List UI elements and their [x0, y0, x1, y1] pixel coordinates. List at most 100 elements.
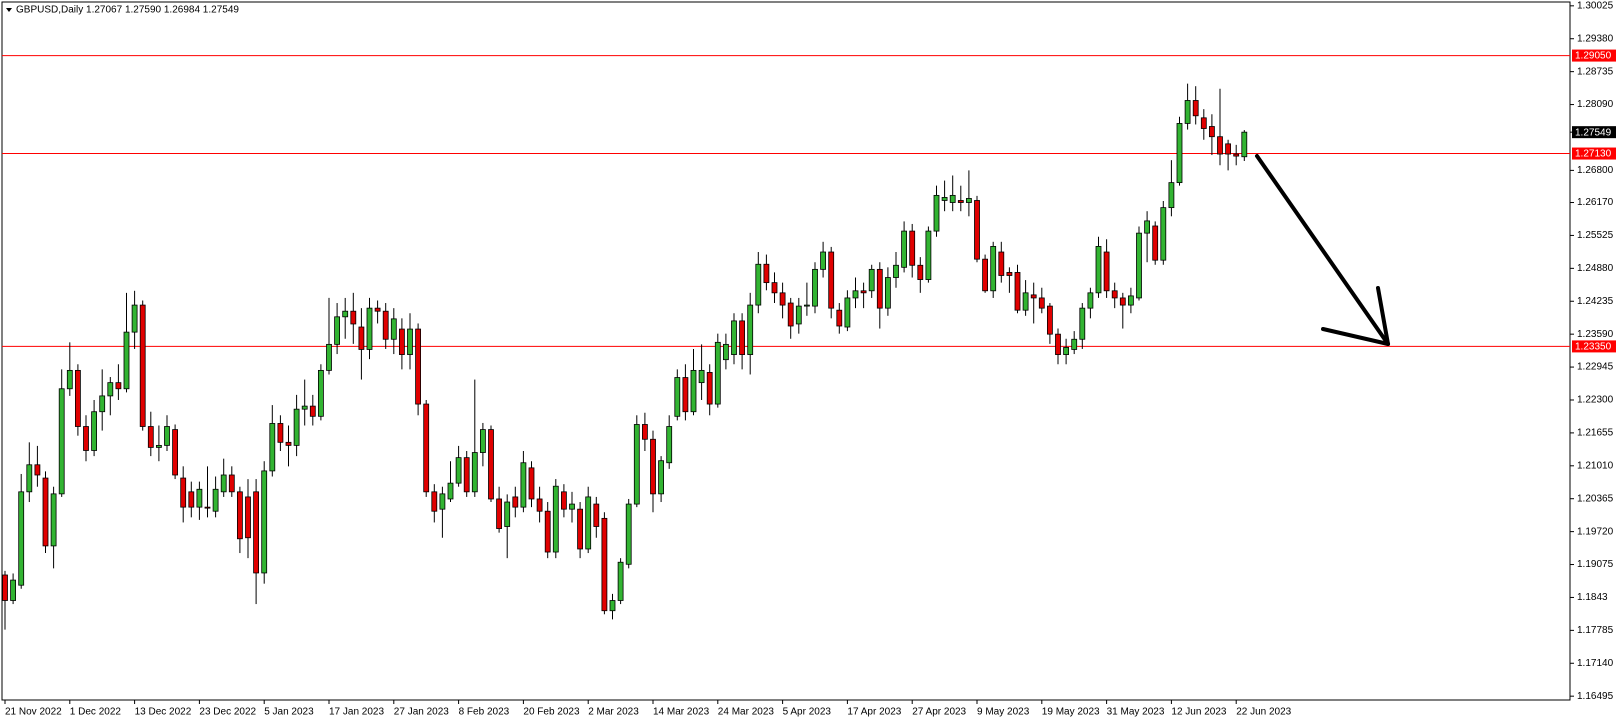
candle-body — [188, 491, 195, 508]
candle-body — [966, 198, 972, 203]
candle-body — [1241, 131, 1248, 158]
candle-body — [1030, 294, 1037, 299]
y-tick-label: 1.28090 — [1577, 99, 1614, 110]
candle-body — [1119, 297, 1126, 306]
candle-body — [431, 491, 438, 512]
candle-body — [593, 503, 600, 527]
candle-body — [1079, 307, 1086, 340]
candle-body — [1176, 123, 1183, 184]
y-tick-label: 1.25525 — [1577, 230, 1614, 241]
candle-body — [617, 561, 624, 601]
candle-body — [277, 423, 284, 443]
candle-body — [1200, 117, 1207, 129]
candle-body — [642, 424, 648, 440]
price-level-box — [1572, 147, 1616, 160]
x-tick-label: 17 Jan 2023 — [329, 707, 384, 718]
candle-body — [2, 574, 8, 601]
y-tick-label: 1.28735 — [1577, 66, 1614, 77]
candle-body — [706, 372, 713, 405]
candle-body — [1087, 292, 1094, 309]
candle-body — [520, 462, 527, 508]
candle-body — [536, 498, 543, 512]
candle-body — [682, 377, 689, 413]
candle-body — [382, 310, 389, 340]
y-tick-label: 1.19075 — [1577, 559, 1614, 570]
candle-body — [91, 411, 97, 451]
candle-body — [844, 297, 851, 328]
candle-body — [107, 382, 114, 397]
current-price-label: 1.27549 — [1575, 127, 1612, 138]
x-tick-label: 14 Mar 2023 — [653, 707, 710, 718]
candle-body — [301, 405, 308, 410]
candle-body — [309, 405, 316, 417]
candle-body — [779, 292, 786, 306]
candle-body — [561, 491, 567, 510]
candle-body — [698, 369, 705, 384]
candle-body — [585, 496, 592, 550]
candle-body — [949, 194, 956, 203]
x-tick-label: 23 Dec 2022 — [199, 707, 256, 718]
y-tick-label: 1.17140 — [1577, 658, 1614, 669]
y-tick-label: 1.21010 — [1577, 460, 1614, 471]
candle-body — [172, 429, 179, 476]
candle-body — [293, 408, 300, 446]
candle-body — [1233, 153, 1240, 157]
candle-body — [885, 277, 891, 309]
candle-body — [852, 290, 859, 299]
x-tick-label: 19 May 2023 — [1042, 707, 1100, 718]
candle-body — [83, 426, 89, 451]
x-tick-label: 12 Jun 2023 — [1171, 707, 1226, 718]
menu-triangle[interactable] — [6, 8, 12, 12]
candle-body — [625, 503, 632, 565]
candle-body — [317, 369, 324, 417]
candle-body — [714, 341, 721, 405]
candle-body — [423, 403, 430, 493]
x-tick-label: 8 Feb 2023 — [459, 707, 510, 718]
candle-body — [147, 426, 154, 448]
candle-body — [1014, 272, 1021, 311]
candle-body — [326, 343, 332, 371]
price-level-label: 1.23350 — [1575, 342, 1612, 353]
current-price-box — [1572, 126, 1616, 139]
candle-body — [212, 488, 219, 512]
candle-body — [569, 503, 575, 510]
candle-body — [390, 318, 397, 340]
candle-body — [269, 423, 276, 472]
y-tick-label: 1.19720 — [1577, 526, 1614, 537]
candle-body — [26, 464, 33, 493]
candle-body — [50, 493, 57, 547]
candle-body — [836, 309, 843, 327]
candle-body — [925, 230, 932, 280]
chart-title: GBPUSD,Daily 1.27067 1.27590 1.26984 1.2… — [16, 5, 239, 16]
candle-body — [1168, 182, 1175, 209]
candle-body — [552, 485, 559, 553]
candle-body — [253, 491, 260, 574]
candle-body — [901, 230, 907, 268]
candle-body — [812, 268, 818, 307]
x-tick-label: 27 Jan 2023 — [394, 707, 449, 718]
candle-body — [407, 328, 413, 355]
candle-body — [374, 307, 381, 312]
x-tick-label: 1 Dec 2022 — [70, 707, 122, 718]
candle-body — [1225, 143, 1231, 155]
candle-body — [1063, 347, 1069, 355]
candle-body — [528, 467, 535, 500]
candle-body — [690, 369, 697, 413]
candle-body — [1095, 246, 1102, 294]
candle-body — [974, 200, 980, 260]
candle-body — [723, 343, 729, 361]
candle-body — [196, 488, 203, 508]
candle-body — [180, 477, 187, 508]
x-tick-label: 24 Mar 2023 — [718, 707, 775, 718]
candle-body — [1152, 225, 1159, 261]
x-tick-label: 22 Jun 2023 — [1236, 707, 1291, 718]
candle-body — [860, 290, 867, 294]
candle-body — [804, 304, 810, 307]
candle-body — [18, 491, 25, 586]
x-tick-label: 27 Apr 2023 — [912, 707, 966, 718]
candle-body — [342, 310, 349, 318]
candle-body — [58, 388, 65, 495]
candle-body — [1209, 126, 1215, 138]
candle-body — [479, 429, 486, 453]
candle-body — [123, 331, 130, 390]
